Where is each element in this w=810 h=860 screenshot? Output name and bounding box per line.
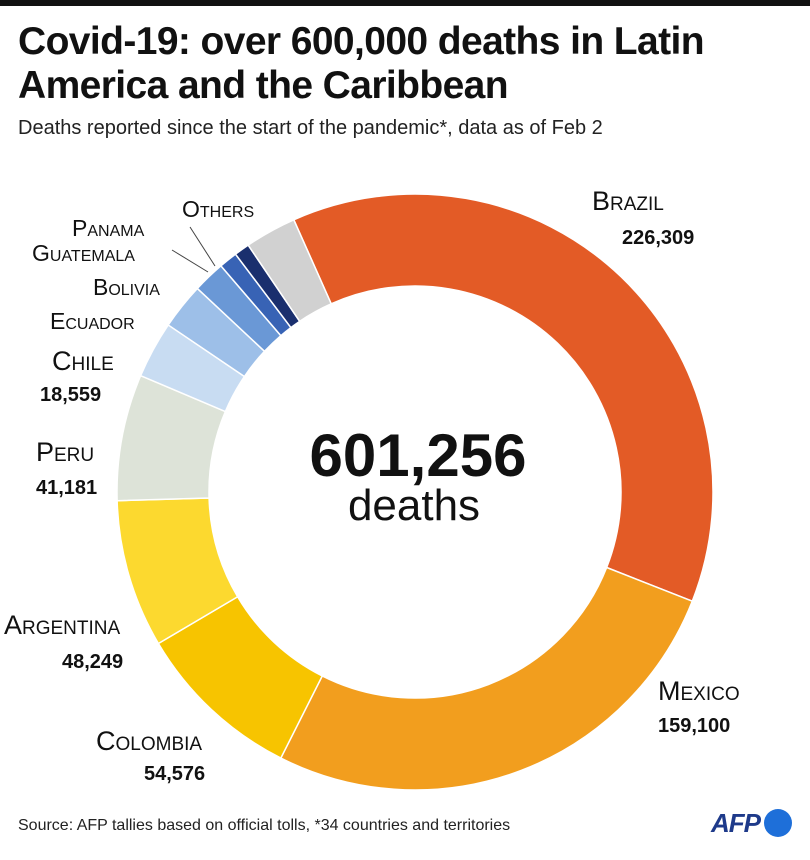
label-panama: Panama — [72, 215, 145, 241]
donut-slices — [116, 193, 714, 791]
label-ecuador: Ecuador — [50, 308, 135, 334]
center-unit: deaths — [348, 481, 480, 530]
top-rule — [0, 0, 810, 6]
label-colombia: Colombia — [96, 726, 202, 756]
slice-brazil — [292, 193, 714, 603]
value-chile: 18,559 — [40, 384, 101, 406]
label-guatemala: Guatemala — [32, 240, 135, 266]
label-bolivia: Bolivia — [93, 274, 160, 300]
label-others: Others — [182, 196, 254, 222]
leader-line-guatemala — [171, 249, 209, 273]
afp-logo-dot — [764, 809, 792, 837]
chart-subtitle: Deaths reported since the start of the p… — [18, 117, 603, 139]
label-chile: Chile — [52, 346, 114, 376]
chart-title: Covid-19: over 600,000 deaths in Latin A… — [18, 20, 705, 107]
slice-others — [247, 218, 333, 323]
leader-line-panama — [189, 226, 216, 267]
label-argentina: Argentina — [4, 610, 121, 640]
label-mexico: Mexico — [658, 676, 740, 706]
value-colombia: 54,576 — [144, 763, 205, 785]
source-note: Source: AFP tallies based on official to… — [18, 817, 511, 834]
center-total: 601,256 — [310, 422, 527, 489]
donut-chart: Others Panama Guatemala Bolivia Ecuador … — [4, 186, 740, 791]
label-brazil: Brazil — [592, 186, 664, 216]
value-brazil: 226,309 — [622, 227, 694, 249]
slice-mexico — [279, 566, 694, 791]
label-peru: Peru — [36, 437, 94, 467]
value-argentina: 48,249 — [62, 651, 123, 673]
afp-logo-text: AFP — [711, 807, 761, 838]
value-mexico: 159,100 — [658, 715, 730, 737]
value-peru: 41,181 — [36, 477, 97, 499]
afp-logo: AFP — [711, 808, 792, 838]
